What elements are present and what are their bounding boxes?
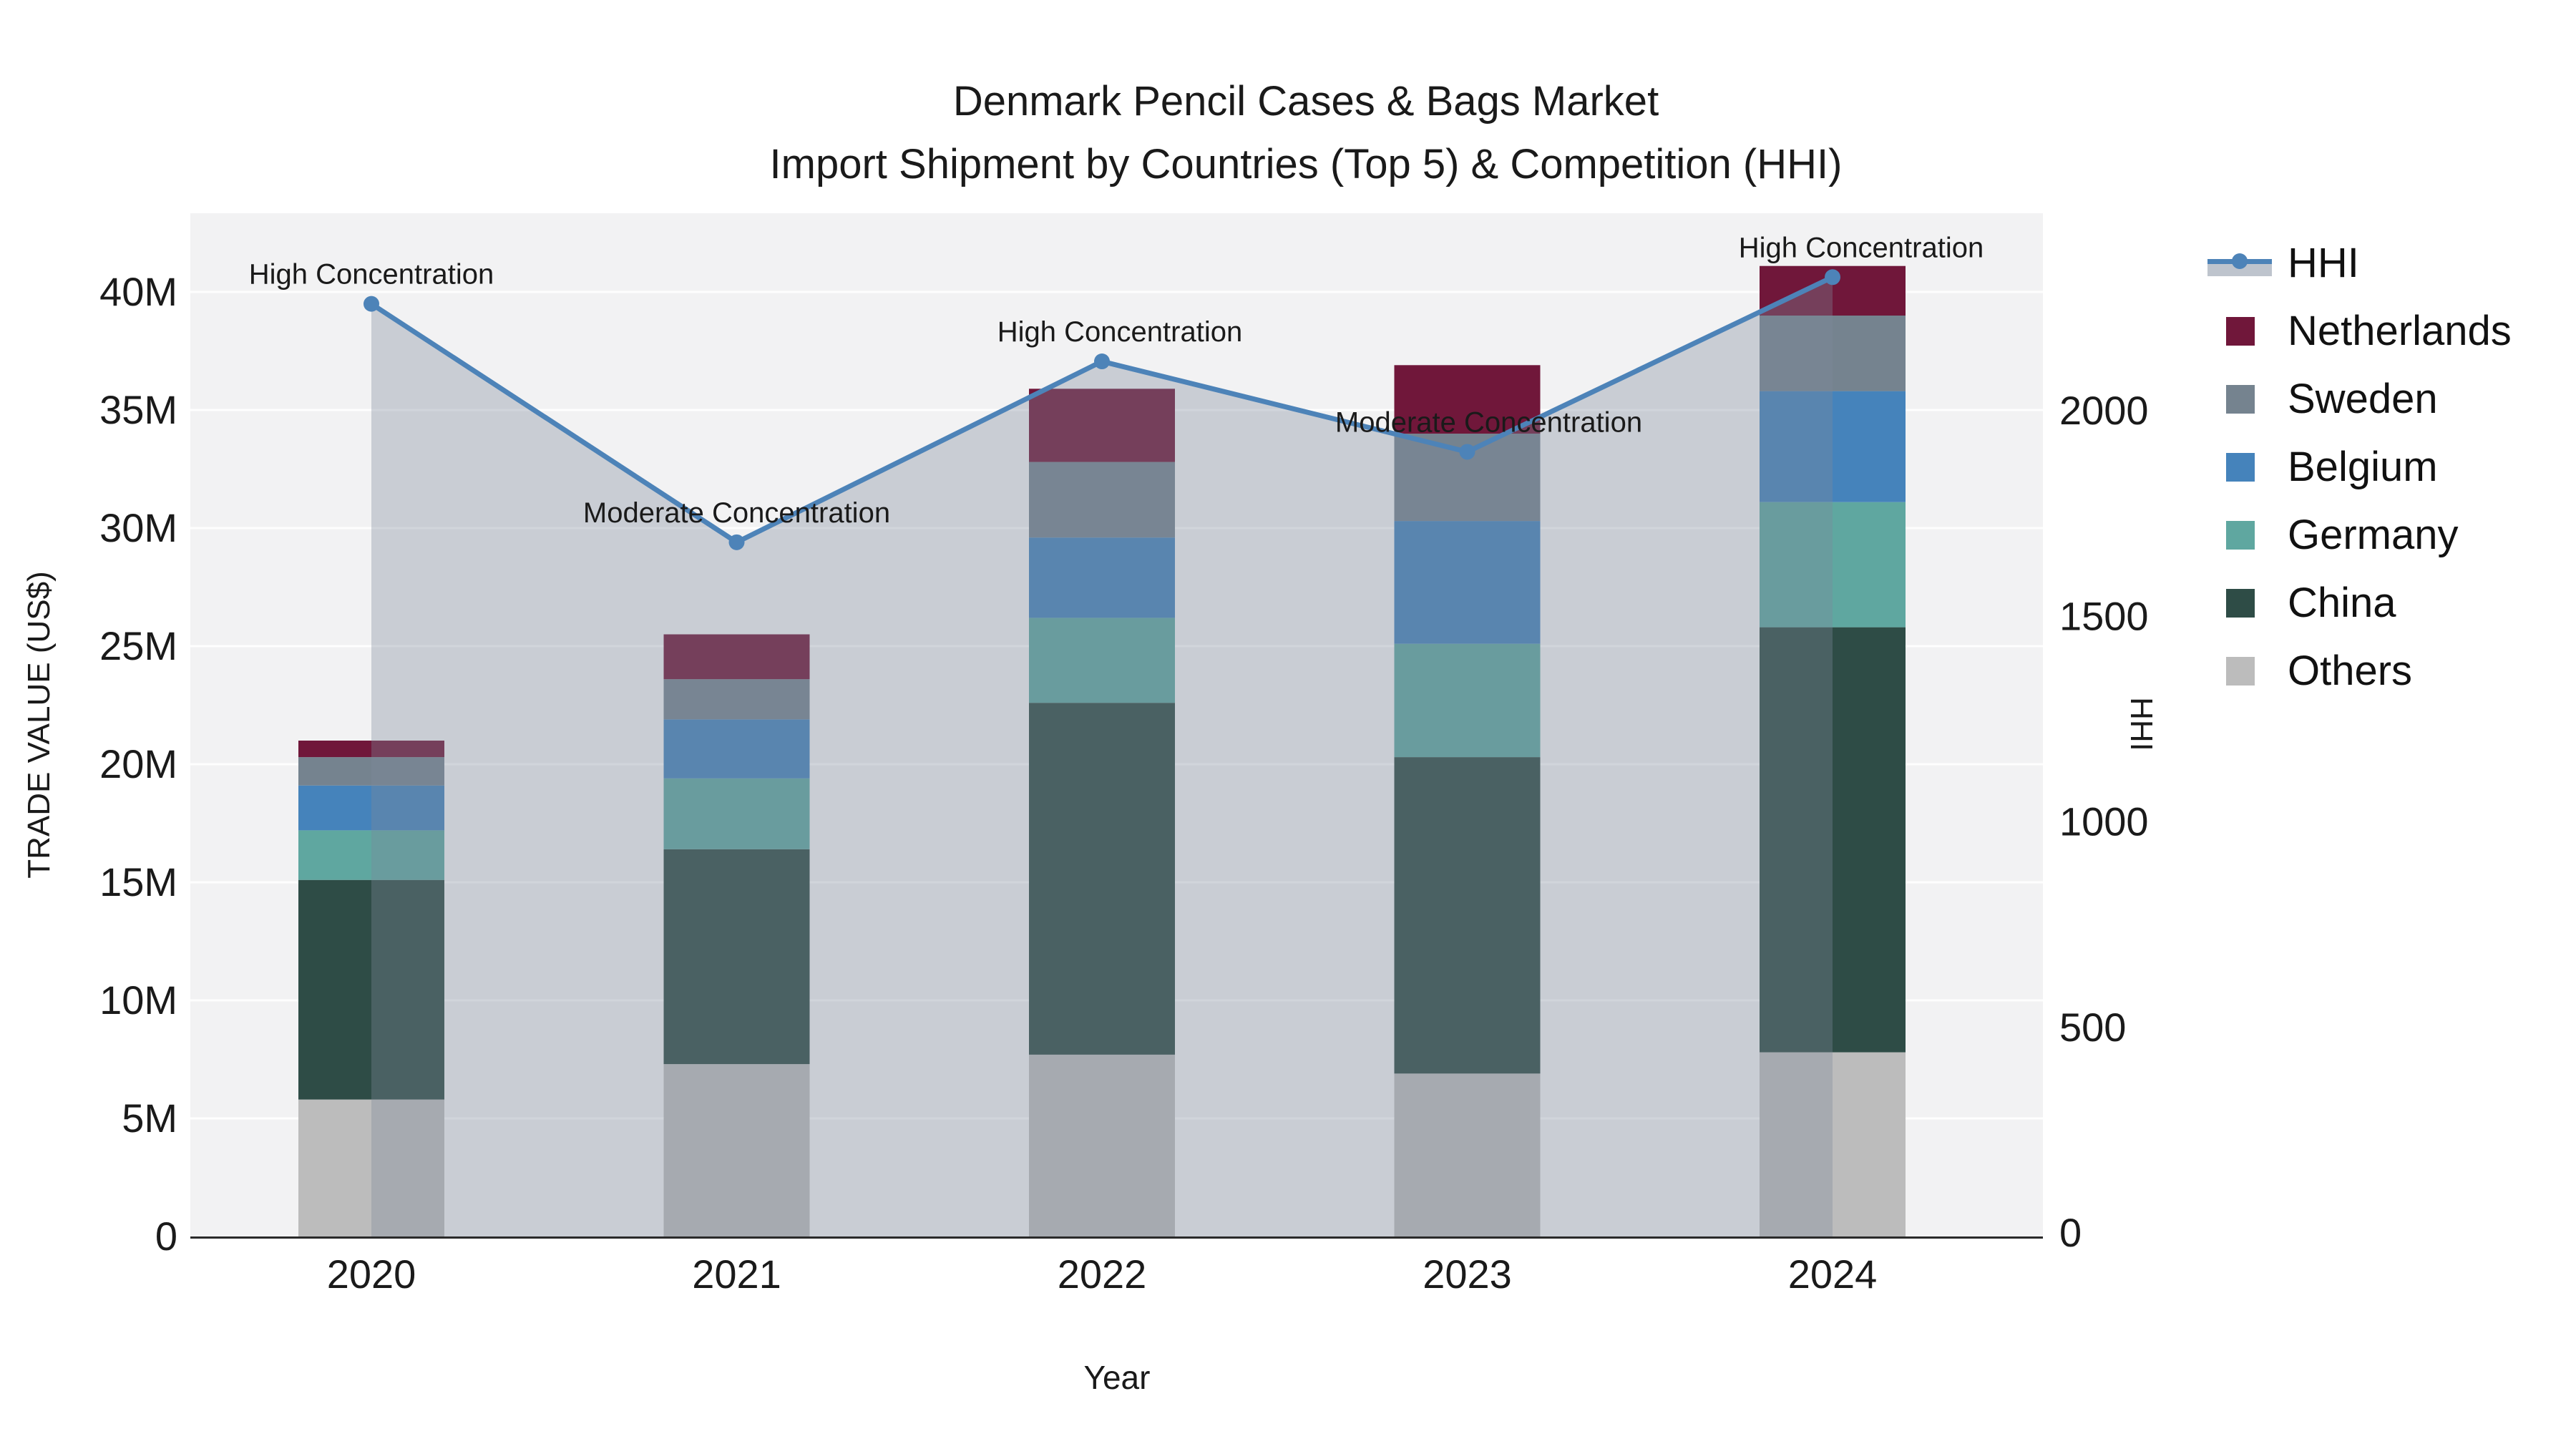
- left-tick-35M: 35M: [99, 387, 177, 432]
- bar-segment-china-2024: [1760, 627, 1906, 1053]
- right-tick-500: 500: [2059, 1005, 2126, 1050]
- bar-segment-sweden-2021: [663, 679, 810, 720]
- bar-segment-china-2023: [1394, 757, 1541, 1074]
- legend-swatch-icon: [2207, 452, 2272, 483]
- annotation-2021: Moderate Concentration: [583, 497, 890, 529]
- x-tick-2020: 2020: [327, 1252, 416, 1297]
- bar-segment-belgium-2020: [298, 785, 444, 831]
- color-swatch-sweden: [2226, 384, 2255, 414]
- hhi-marker-2023: [1459, 444, 1475, 460]
- left-tick-25M: 25M: [99, 623, 177, 668]
- hhi-marker-dot-icon: [2232, 253, 2248, 269]
- color-swatch-china: [2226, 588, 2255, 618]
- bar-segment-netherlands-2023: [1394, 365, 1541, 434]
- x-axis-title: Year: [1083, 1359, 1151, 1396]
- hhi-area-fill: [371, 277, 1833, 1237]
- bar-segment-sweden-2024: [1760, 316, 1906, 391]
- bar-segment-netherlands-2021: [663, 634, 810, 680]
- bar-segment-china-2020: [298, 879, 444, 1100]
- hhi-marker-2021: [728, 534, 745, 550]
- bar-segment-germany-2020: [298, 830, 444, 880]
- legend-label-others: Others: [2288, 648, 2413, 694]
- color-swatch-belgium: [2226, 452, 2255, 482]
- bar-segment-germany-2023: [1394, 643, 1541, 758]
- left-tick-40M: 40M: [99, 269, 177, 314]
- bar-segment-others-2022: [1029, 1054, 1175, 1236]
- annotation-2024: High Concentration: [1739, 232, 1984, 263]
- bar-segment-belgium-2023: [1394, 521, 1541, 644]
- bar-segment-china-2022: [1029, 703, 1175, 1055]
- bar-segment-germany-2021: [663, 778, 810, 849]
- chart-title-line2: Import Shipment by Countries (Top 5) & C…: [769, 141, 1843, 187]
- legend-label-hhi: HHI: [2288, 240, 2359, 286]
- right-tick-1000: 1000: [2059, 799, 2149, 844]
- left-tick-30M: 30M: [99, 505, 177, 550]
- legend-label-belgium: Belgium: [2288, 444, 2438, 490]
- x-tick-2023: 2023: [1423, 1252, 1512, 1297]
- bar-segment-china-2021: [663, 849, 810, 1065]
- right-tick-1500: 1500: [2059, 593, 2149, 638]
- bar-segment-others-2021: [663, 1064, 810, 1236]
- legend-label-netherlands: Netherlands: [2288, 308, 2512, 354]
- bar-segment-others-2024: [1760, 1052, 1906, 1236]
- legend: HHI Netherlands Sweden Belgium Germany China O…: [2207, 229, 2512, 705]
- x-tick-2021: 2021: [692, 1252, 781, 1297]
- hhi-marker-2020: [364, 296, 379, 312]
- bar-segment-germany-2022: [1029, 618, 1175, 703]
- bar-segment-belgium-2024: [1760, 391, 1906, 502]
- legend-swatch-icon: [2207, 384, 2272, 415]
- right-tick-2000: 2000: [2059, 388, 2149, 433]
- left-tick-5M: 5M: [122, 1096, 177, 1141]
- legend-item-others: Others: [2207, 637, 2512, 705]
- legend-item-hhi: HHI: [2207, 229, 2512, 297]
- left-tick-10M: 10M: [99, 977, 177, 1023]
- bar-segment-germany-2024: [1760, 502, 1906, 628]
- bar-segment-belgium-2022: [1029, 537, 1175, 618]
- bar-segment-sweden-2020: [298, 757, 444, 786]
- legend-label-germany: Germany: [2288, 512, 2459, 558]
- hhi-line-marker-icon: [2207, 248, 2272, 279]
- legend-label-china: China: [2288, 580, 2396, 626]
- chart-title-line1: Denmark Pencil Cases & Bags Market: [952, 78, 1659, 125]
- hhi-marker-2024: [1825, 269, 1840, 286]
- legend-item-germany: Germany: [2207, 501, 2512, 569]
- legend-swatch-icon: [2207, 519, 2272, 551]
- legend-item-belgium: Belgium: [2207, 433, 2512, 501]
- legend-item-china: China: [2207, 569, 2512, 637]
- annotation-2020: High Concentration: [249, 259, 494, 291]
- left-tick-0: 0: [155, 1214, 177, 1259]
- legend-swatch-icon: [2207, 655, 2272, 687]
- annotation-2023: Moderate Concentration: [1335, 406, 1642, 438]
- legend-label-sweden: Sweden: [2288, 376, 2438, 422]
- chart-title: Denmark Pencil Cases & Bags Market Impor…: [18, 70, 2576, 196]
- legend-item-sweden: Sweden: [2207, 365, 2512, 433]
- left-tick-20M: 20M: [99, 741, 177, 786]
- legend-item-netherlands: Netherlands: [2207, 297, 2512, 365]
- bar-segment-others-2020: [298, 1099, 444, 1236]
- hhi-marker-2022: [1094, 353, 1110, 370]
- bar-segment-others-2023: [1394, 1073, 1541, 1236]
- color-swatch-germany: [2226, 520, 2255, 550]
- left-tick-15M: 15M: [99, 859, 177, 904]
- annotation-2022: High Concentration: [997, 316, 1242, 348]
- color-swatch-netherlands: [2226, 316, 2255, 346]
- right-tick-0: 0: [2059, 1210, 2082, 1255]
- legend-swatch-icon: [2207, 316, 2272, 347]
- x-tick-2022: 2022: [1058, 1252, 1147, 1297]
- bar-segment-netherlands-2022: [1029, 389, 1175, 462]
- x-tick-2024: 2024: [1788, 1252, 1878, 1297]
- right-axis-title: HHI: [2124, 697, 2159, 751]
- color-swatch-others: [2226, 656, 2255, 686]
- bar-segment-belgium-2021: [663, 719, 810, 779]
- left-axis-title: TRADE VALUE (US$): [21, 571, 57, 879]
- bar-segment-sweden-2022: [1029, 462, 1175, 538]
- legend-swatch-icon: [2207, 587, 2272, 619]
- bar-segment-netherlands-2020: [298, 741, 444, 758]
